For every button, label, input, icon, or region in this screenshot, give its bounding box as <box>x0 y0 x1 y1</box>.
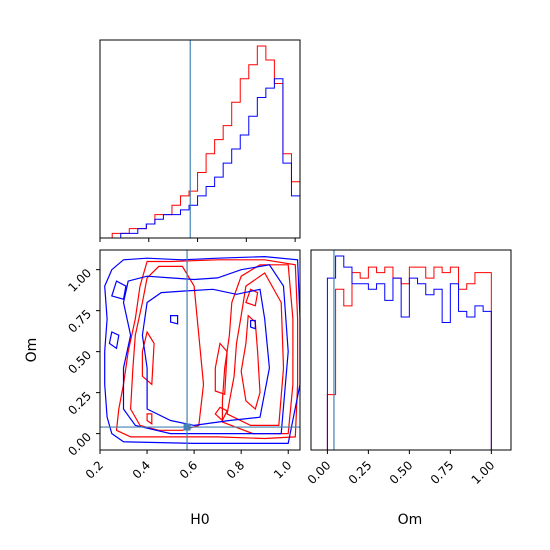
contour-red-3 <box>226 272 285 426</box>
contour-blue-0 <box>104 255 301 444</box>
contour-red-6 <box>141 330 155 386</box>
om-hist-frame <box>310 249 512 451</box>
x-axis-label-om: Om <box>398 512 423 528</box>
contour-blue-2 <box>141 288 271 427</box>
om-hist-series-blue <box>326 255 492 450</box>
truth-marker <box>183 423 191 431</box>
contour-blue-1 <box>122 264 289 435</box>
contour-red-5 <box>214 342 228 396</box>
contour-red-9 <box>245 288 259 307</box>
contour-blue-4 <box>108 331 120 350</box>
contour-blue-5 <box>170 315 179 325</box>
contour-red-0 <box>115 259 299 440</box>
joint-frame <box>99 249 301 451</box>
h0-hist-series-blue <box>112 78 301 239</box>
contour-red-2 <box>221 264 294 435</box>
y-axis-label-om: Om <box>24 338 40 363</box>
om-hist-series-red <box>326 266 492 450</box>
contour-red-7 <box>214 406 228 422</box>
h0-marginal-panel <box>99 39 301 242</box>
axis-labels: H0 Om Om <box>24 338 422 528</box>
h0-hist-frame <box>99 39 301 239</box>
contour-blue-3 <box>111 280 127 300</box>
contour-red-1 <box>129 265 205 431</box>
contour-red-8 <box>146 413 153 425</box>
contour-blue-6 <box>250 319 256 330</box>
x-axis-label-h0: H0 <box>190 512 209 528</box>
